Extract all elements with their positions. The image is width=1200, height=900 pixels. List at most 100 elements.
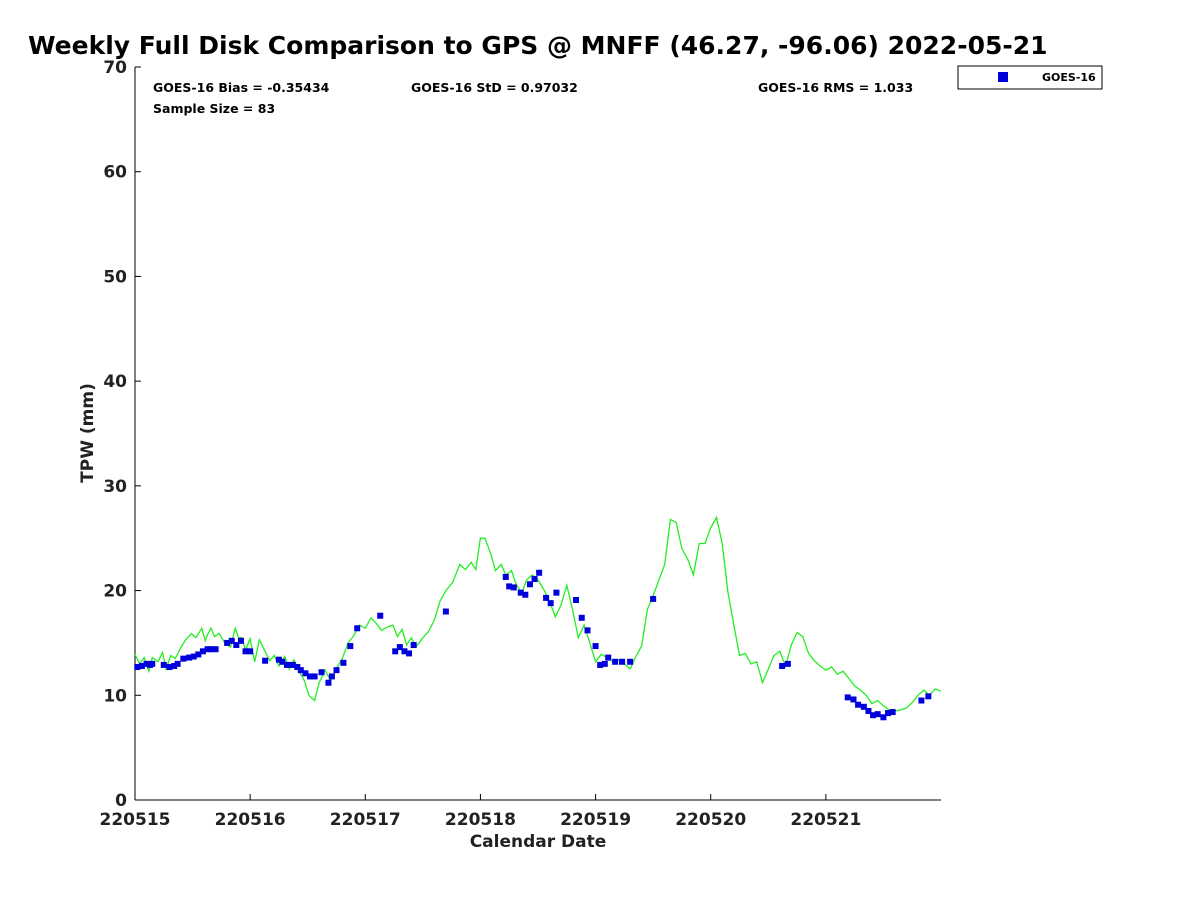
goes-point [190, 653, 197, 660]
goes-point [283, 661, 290, 668]
goes-series [134, 569, 932, 721]
goes-point [318, 669, 325, 676]
std-stat: GOES-16 StD = 0.97032 [411, 80, 578, 95]
goes-point [410, 642, 417, 649]
goes-point [333, 667, 340, 674]
goes-point [870, 712, 877, 719]
goes-point [134, 664, 141, 671]
goes-point [340, 659, 347, 666]
goes-point [547, 600, 554, 607]
x-axis-label: Calendar Date [470, 832, 607, 852]
x-tick-label: 220521 [790, 810, 861, 830]
goes-point [918, 697, 925, 704]
y-tick-label: 0 [115, 791, 127, 811]
goes-point [233, 642, 240, 649]
goes-point [354, 625, 361, 632]
goes-point [401, 648, 408, 655]
legend: GOES-16 [957, 65, 1103, 90]
goes-point [297, 667, 304, 674]
goes-point [171, 662, 178, 669]
goes-point [228, 637, 235, 644]
goes-point [584, 627, 591, 634]
goes-point [294, 664, 301, 671]
gps-line [134, 515, 942, 712]
goes-point [855, 701, 862, 708]
y-tick-label: 10 [103, 686, 127, 706]
x-tick-label: 220516 [215, 810, 286, 830]
goes-point [874, 711, 881, 718]
goes-point [517, 589, 524, 596]
goes-point [377, 612, 384, 619]
goes-point [844, 694, 851, 701]
goes-point [779, 662, 786, 669]
goes-point [889, 709, 896, 716]
goes-point [166, 664, 173, 671]
legend-box [957, 65, 1103, 90]
rms-stat: GOES-16 RMS = 1.033 [758, 80, 913, 95]
goes-point [279, 658, 286, 665]
goes-point [612, 658, 619, 665]
goes-point [885, 710, 892, 717]
goes-point [627, 658, 634, 665]
goes-point [522, 591, 529, 598]
goes-point [174, 660, 181, 667]
goes-point [195, 651, 202, 658]
goes-point [392, 648, 399, 655]
goes-point [526, 581, 533, 588]
x-tick-label: 220518 [445, 810, 516, 830]
goes-point [578, 614, 585, 621]
y-axis-label: TPW (mm) [78, 383, 98, 483]
goes-point [247, 648, 254, 655]
goes-point [138, 662, 145, 669]
goes-point [543, 594, 550, 601]
goes-point [302, 670, 309, 677]
goes-point [242, 648, 249, 655]
x-tick-label: 220517 [330, 810, 401, 830]
chart-title: Weekly Full Disk Comparison to GPS @ MNF… [28, 31, 1048, 60]
y-tick-label: 70 [103, 58, 127, 78]
goes-point [289, 661, 296, 668]
goes-point [572, 596, 579, 603]
goes-point [199, 648, 206, 655]
x-tick-label: 220519 [560, 810, 631, 830]
gps-series [134, 515, 942, 712]
goes-point [592, 643, 599, 650]
x-tick-label: 220520 [675, 810, 746, 830]
goes-point [224, 639, 231, 646]
x-axis-ticks: 220515 220516 220517 220518 220519 220520 2205… [100, 794, 861, 830]
goes-point [328, 673, 335, 680]
goes-point [865, 707, 872, 714]
goes-point [553, 589, 560, 596]
goes-point [237, 637, 244, 644]
goes-point [502, 573, 509, 580]
goes-point [396, 644, 403, 651]
goes-point [619, 658, 626, 665]
bias-stat: GOES-16 Bias = -0.35434 [153, 80, 330, 95]
goes-point [506, 583, 513, 590]
goes-point [597, 661, 604, 668]
goes-point [311, 673, 318, 680]
goes-point [531, 576, 538, 583]
goes-point [143, 660, 150, 667]
goes-point [212, 646, 219, 653]
goes-point [536, 569, 543, 576]
goes-point [510, 584, 517, 591]
y-axis-ticks: 0 10 20 30 40 50 60 70 [103, 58, 141, 811]
goes-point [601, 660, 608, 667]
goes-point [347, 643, 354, 650]
goes-point [880, 714, 887, 721]
sample-size-stat: Sample Size = 83 [153, 101, 275, 116]
goes-point [325, 679, 332, 686]
goes-point [207, 646, 214, 653]
goes-point [605, 654, 612, 661]
legend-goes-marker [998, 72, 1008, 82]
goes-point [850, 696, 857, 703]
y-tick-label: 40 [103, 372, 127, 392]
x-tick-label: 220515 [100, 810, 171, 830]
goes-point [442, 608, 449, 615]
y-tick-label: 20 [103, 582, 127, 602]
y-tick-label: 60 [103, 163, 127, 183]
goes-point [160, 661, 167, 668]
goes-point [925, 693, 932, 700]
